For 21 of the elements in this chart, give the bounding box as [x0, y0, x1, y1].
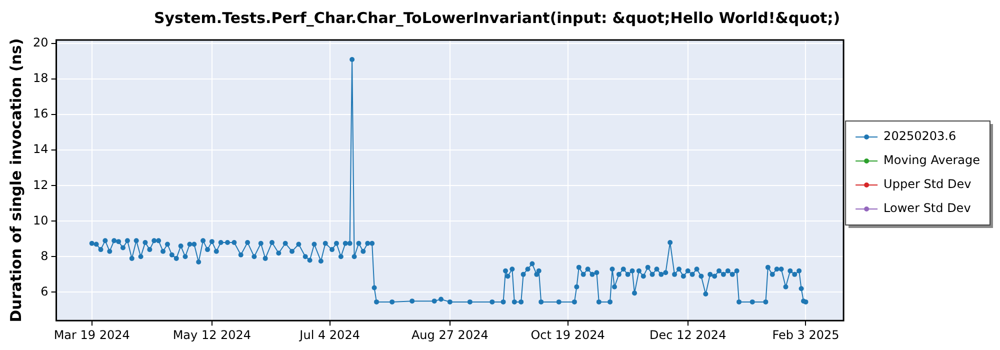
x-tick-label: Oct 19 2024 [530, 328, 605, 342]
x-tick-label: Mar 19 2024 [54, 328, 130, 342]
y-tick-label: 8 [40, 248, 48, 263]
legend-label: Moving Average [884, 153, 980, 168]
y-tick-label: 10 [32, 213, 48, 228]
x-tick-label: Feb 3 2025 [772, 328, 840, 342]
y-tick-label: 14 [32, 142, 48, 156]
y-tick-label: 16 [32, 106, 48, 121]
legend-label: Upper Std Dev [884, 177, 972, 192]
y-tick-label: 6 [40, 284, 48, 298]
y-tick-label: 18 [32, 71, 48, 86]
legend-label: 20250203.6 [884, 129, 956, 144]
legend-label: Lower Std Dev [884, 201, 971, 216]
chart-title: System.Tests.Perf_Char.Char_ToLowerInvariant(input: &quot;Hello World!&quot;) [154, 8, 840, 27]
x-tick-label: May 12 2024 [172, 328, 252, 342]
y-tick-label: 12 [32, 178, 48, 192]
x-tick-label: Jul 4 2024 [298, 328, 360, 342]
x-tick-label: Aug 27 2024 [411, 328, 488, 342]
y-axis-title: Duration of single invocation (ns) [6, 38, 25, 322]
x-tick-label: Dec 12 2024 [650, 328, 726, 342]
y-tick-label: 20 [32, 36, 48, 50]
